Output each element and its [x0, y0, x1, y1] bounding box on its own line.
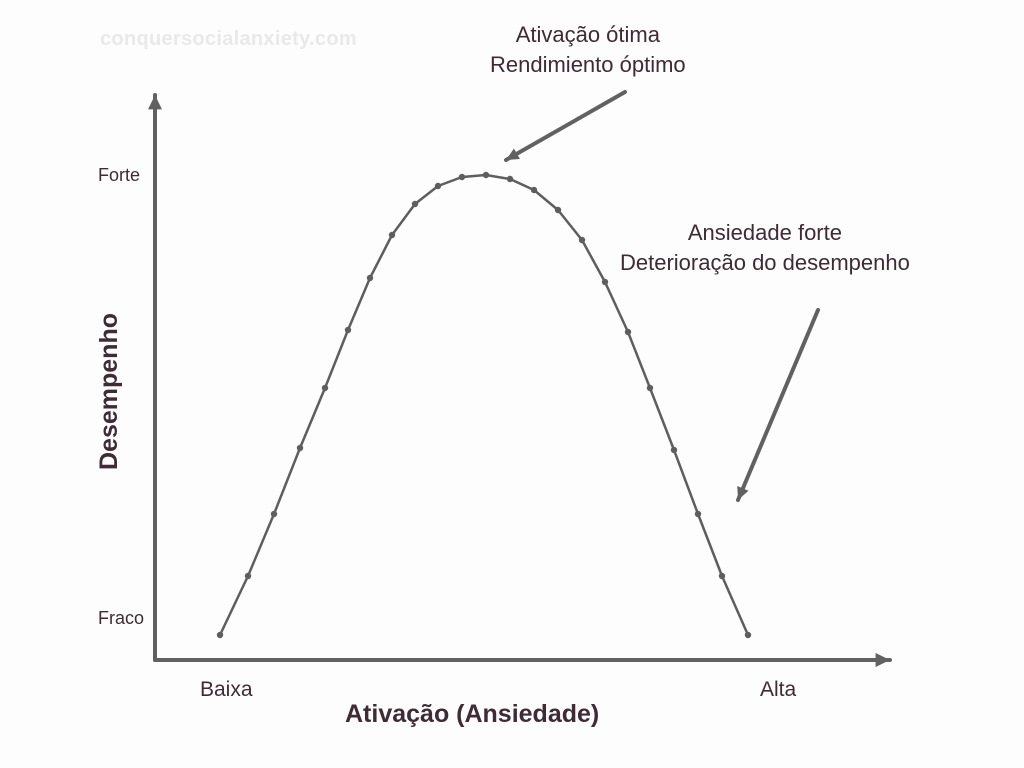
x-axis-label: Ativação (Ansiedade) — [345, 700, 599, 729]
axis-tick-label: Fraco — [98, 608, 144, 629]
annotation-optimal: Ativação ótimaRendimiento óptimo — [490, 20, 686, 79]
axis-tick-label: Forte — [98, 165, 140, 186]
axis-tick-label: Baixa — [200, 678, 253, 702]
annotation-line: Ativação ótima — [490, 20, 686, 50]
axis-tick-label: Alta — [760, 678, 796, 702]
annotation-line: Deterioração do desempenho — [620, 248, 910, 278]
annotation-deterioration: Ansiedade forteDeterioração do desempenh… — [620, 218, 910, 277]
annotation-line: Ansiedade forte — [620, 218, 910, 248]
chart-canvas: conquersocialanxiety.com Desempenho Ativ… — [0, 0, 1024, 768]
chart-svg — [0, 0, 1024, 768]
y-axis-label: Desempenho — [95, 313, 124, 470]
annotation-line: Rendimiento óptimo — [490, 50, 686, 80]
